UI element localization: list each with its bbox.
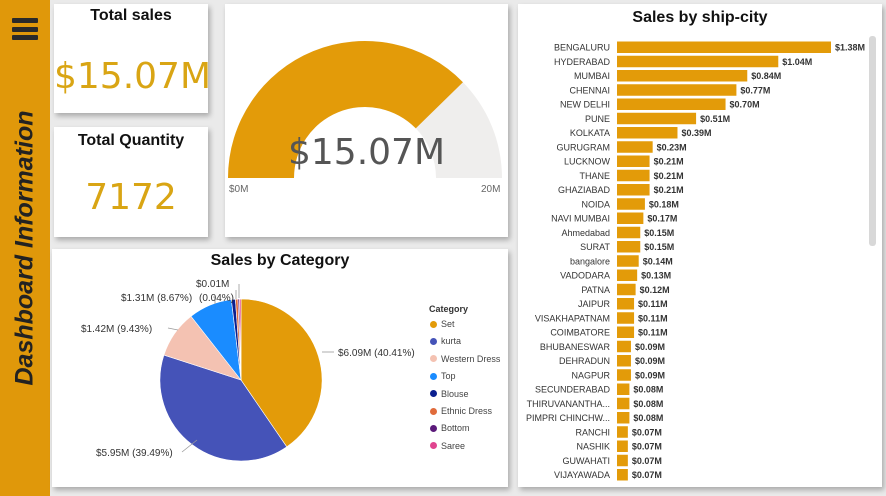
total-quantity-card: Total Quantity 7172 [54, 127, 208, 237]
bar-chart-scrollbar[interactable] [869, 36, 876, 486]
pie-title: Sales by Category [210, 252, 350, 269]
scrollbar-thumb[interactable] [869, 36, 876, 246]
legend-item-top[interactable]: Top [430, 370, 456, 382]
sidebar-title: Dashboard Information [10, 110, 39, 386]
legend-title: Category [429, 304, 469, 314]
legend-label: Bottom [441, 423, 470, 434]
legend-swatch [430, 442, 437, 450]
legend-swatch [430, 424, 437, 432]
legend-swatch [430, 372, 437, 380]
gauge-max-label: 20M [481, 184, 501, 195]
sales-by-city-card: Sales by ship-city [518, 4, 882, 487]
total-quantity-value: 7172 [85, 177, 177, 218]
hamburger-menu-icon[interactable] [12, 18, 38, 40]
legend-item-ethnic-dress[interactable]: Ethnic Dress [430, 405, 492, 417]
legend-item-set[interactable]: Set [430, 318, 455, 330]
legend-swatch [430, 355, 437, 363]
sidebar: Dashboard Information [0, 0, 50, 496]
legend-label: Ethnic Dress [441, 406, 493, 416]
legend-swatch [430, 407, 437, 415]
legend-swatch [430, 320, 437, 328]
gauge-fill [228, 40, 463, 179]
gauge-card: $15.07M $0M 20M [225, 4, 508, 237]
legend-item-kurta[interactable]: kurta [430, 335, 461, 347]
legend-label: Set [441, 319, 455, 329]
gauge-chart [228, 40, 502, 179]
total-quantity-title: Total Quantity [77, 132, 185, 149]
legend-item-saree[interactable]: Saree [430, 440, 465, 452]
legend-item-bottom[interactable]: Bottom [430, 422, 470, 434]
legend-label: Blouse [441, 388, 469, 399]
legend-item-western-dress[interactable]: Western Dress [430, 353, 500, 365]
gauge-min-label: $0M [229, 184, 249, 195]
bar-title: Sales by ship-city [632, 9, 768, 26]
total-sales-title: Total sales [90, 7, 172, 24]
legend-label: Western Dress [441, 353, 501, 364]
total-sales-value: $15.07M [54, 56, 212, 97]
legend-item-blouse[interactable]: Blouse [430, 388, 469, 400]
legend-label: Saree [441, 440, 466, 451]
legend-label: Top [441, 371, 456, 382]
legend-swatch [430, 390, 437, 398]
legend-label: kurta [441, 336, 462, 347]
total-sales-card: Total sales $15.07M [54, 4, 212, 113]
legend-swatch [430, 337, 437, 345]
gauge-value: $15.07M [287, 132, 446, 173]
